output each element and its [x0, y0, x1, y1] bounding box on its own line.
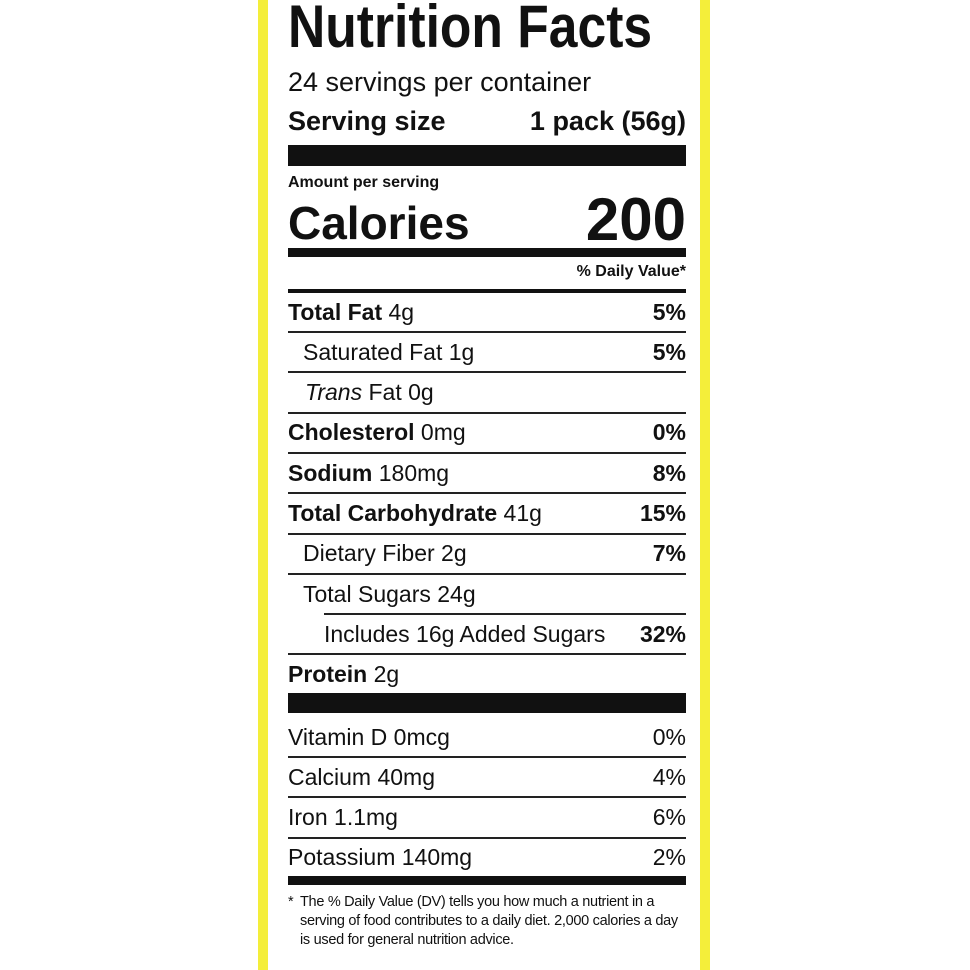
- vitamin-dv: 0%: [652, 723, 686, 750]
- vitamin-amount: 0mcg: [393, 723, 450, 750]
- nutrient-name-italic: Trans: [305, 379, 363, 406]
- footnote-text: The % Daily Value (DV) tells you how muc…: [300, 894, 678, 948]
- vitamin-name-group: Calcium 40mg: [288, 764, 435, 791]
- nutrient-dv: 5%: [652, 298, 686, 325]
- nutrient-name: Sodium: [288, 459, 373, 486]
- row-rule: [288, 756, 686, 758]
- nutrient-row: Includes 16g Added Sugars 32%: [288, 614, 686, 654]
- thick-rule: [288, 248, 686, 257]
- vitamin-name: Iron: [288, 804, 328, 831]
- nutrient-amount: 24g: [437, 580, 476, 607]
- nutrient-name-group: Total Sugars 24g: [288, 581, 476, 608]
- nutrient-dv: 8%: [652, 459, 686, 486]
- nutrient-name: Saturated Fat: [303, 338, 443, 365]
- row-rule: [288, 411, 686, 414]
- nutrient-amount: 2g: [373, 661, 400, 688]
- nutrient-name-group: Dietary Fiber 2g: [288, 540, 467, 567]
- row-rule: [288, 836, 686, 839]
- vitamin-row: Iron 1.1mg 6%: [288, 798, 686, 838]
- vitamin-name: Potassium: [288, 844, 396, 871]
- vitamin-dv: 4%: [652, 763, 686, 790]
- nutrient-name: Total Fat: [288, 298, 383, 325]
- nutrient-name-group: Protein 2g: [288, 661, 399, 688]
- nutrient-name: Cholesterol: [288, 419, 415, 446]
- footnote-marker: *: [288, 894, 294, 910]
- nutrient-dv: 32%: [639, 620, 686, 647]
- row-rule: [288, 532, 686, 535]
- nutrient-name-group: Trans Fat 0g: [288, 379, 434, 406]
- nutrient-row: Cholesterol 0mg 0%: [288, 413, 686, 453]
- amount-per-serving: Amount per serving: [288, 174, 440, 191]
- vitamin-amount: 140mg: [401, 844, 473, 871]
- thick-rule: [288, 145, 686, 166]
- dv-header: % Daily Value*: [576, 263, 686, 280]
- nutrient-amount: 4g: [388, 298, 415, 325]
- nutrient-dv: 15%: [639, 500, 686, 526]
- nutrient-amount: 0mg: [420, 419, 466, 446]
- serving-size-label: Serving size: [288, 106, 446, 136]
- nutrient-amount: 180mg: [378, 459, 450, 486]
- nutrient-amount: 1g: [448, 338, 475, 365]
- vitamin-row: Calcium 40mg 4%: [288, 757, 686, 797]
- nutrient-row: Trans Fat 0g: [288, 373, 686, 413]
- nutrient-name: Fat: [368, 379, 402, 406]
- nutrient-row: Total Carbohydrate 41g 15%: [288, 494, 686, 534]
- nutrient-row: Protein 2g: [288, 655, 686, 695]
- nutrient-name: Total Carbohydrate: [288, 500, 498, 526]
- nutrient-row: Total Sugars 24g: [288, 574, 686, 614]
- row-rule: [288, 492, 686, 495]
- nutrient-row: Total Fat 4g 5%: [288, 292, 686, 332]
- servings: 24 servings per container: [288, 67, 592, 97]
- nutrient-name-group: Cholesterol 0mg: [288, 419, 466, 446]
- nutrient-dv: 0%: [652, 419, 686, 446]
- footnote: * The % Daily Value (DV) tells you how m…: [288, 893, 686, 950]
- row-rule: [324, 613, 686, 616]
- nutrient-row: Saturated Fat 1g 5%: [288, 332, 686, 372]
- nutrient-amount: 41g: [503, 500, 542, 526]
- vitamin-amount: 1.1mg: [334, 804, 398, 831]
- nutrient-name-group: Total Fat 4g: [288, 299, 414, 326]
- vitamin-name-group: Vitamin D 0mcg: [288, 724, 450, 751]
- vitamin-name-group: Potassium 140mg: [288, 844, 472, 871]
- nutrient-name: Dietary Fiber: [303, 540, 435, 567]
- calories-label: Calories: [288, 197, 470, 249]
- vitamin-name: Calcium: [288, 763, 372, 790]
- calories-value: 200: [585, 186, 686, 253]
- nutrient-amount: 2g: [441, 540, 467, 567]
- nutrient-name: Includes 16g Added Sugars: [324, 620, 606, 647]
- nutrient-row: Sodium 180mg 8%: [288, 453, 686, 493]
- vitamin-row: Potassium 140mg 2%: [288, 838, 686, 878]
- vitamin-amount: 40mg: [377, 763, 436, 790]
- nutrient-name-group: Includes 16g Added Sugars: [288, 621, 605, 648]
- row-rule: [288, 796, 686, 799]
- vitamin-dv: 2%: [652, 844, 686, 871]
- row-rule: [288, 371, 686, 374]
- nutrient-amount: 0g: [408, 379, 434, 406]
- yellow-border: [258, 0, 268, 970]
- nutrient-name: Protein: [288, 661, 368, 688]
- vitamin-row: Vitamin D 0mcg 0%: [288, 717, 686, 757]
- title: Nutrition Facts: [288, 0, 653, 60]
- nutrient-name-group: Saturated Fat 1g: [288, 339, 474, 366]
- row-rule: [288, 331, 686, 333]
- nutrient-dv: 7%: [652, 540, 686, 567]
- vitamin-name: Vitamin D: [288, 723, 388, 750]
- yellow-border: [700, 0, 710, 970]
- serving-size-value: 1 pack (56g): [529, 106, 686, 136]
- row-rule: [288, 572, 686, 575]
- nutrient-dv: 5%: [652, 338, 686, 365]
- nutrient-name-group: Sodium 180mg: [288, 460, 449, 487]
- row-rule: [288, 653, 686, 656]
- vitamin-dv: 6%: [652, 804, 686, 831]
- vitamin-name-group: Iron 1.1mg: [288, 804, 398, 831]
- thick-rule: [288, 693, 686, 713]
- nutrient-row: Dietary Fiber 2g 7%: [288, 534, 686, 574]
- nutrient-name-group: Total Carbohydrate 41g: [288, 500, 542, 527]
- thick-rule: [288, 876, 686, 885]
- row-rule: [288, 451, 686, 454]
- nutrient-name: Total Sugars: [303, 580, 431, 607]
- medium-rule: [288, 289, 686, 293]
